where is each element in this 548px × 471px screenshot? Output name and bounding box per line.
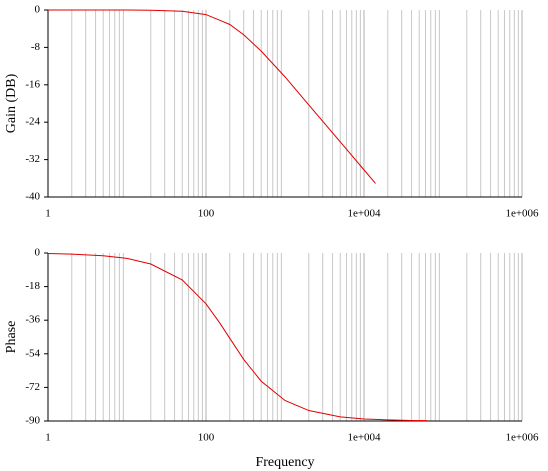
x-tick-label: 100 (198, 432, 215, 444)
y-tick-label: -72 (25, 381, 40, 393)
y-tick-label: -90 (25, 415, 40, 427)
x-tick-label: 1 (45, 432, 51, 444)
y-axis-label: Gain (DB) (4, 73, 19, 133)
x-tick-label: 1e+006 (505, 432, 539, 444)
gain-curve (48, 9, 376, 184)
x-tick-label: 1e+004 (347, 208, 381, 220)
y-tick-label: -16 (25, 78, 40, 90)
x-tick-label: 1e+004 (347, 432, 381, 444)
y-tick-label: -24 (25, 116, 40, 128)
x-axis-label: Frequency (255, 455, 314, 470)
gain-curve (47, 253, 428, 422)
y-tick-label: -32 (25, 153, 40, 165)
y-tick-label: -36 (25, 314, 40, 326)
y-tick-label: 0 (35, 247, 41, 259)
x-tick-label: 1e+006 (505, 208, 539, 220)
y-tick-label: -8 (31, 41, 41, 53)
x-tick-label: 100 (198, 208, 215, 220)
y-axis-label: Phase (4, 321, 19, 354)
y-tick-label: 0 (35, 4, 41, 16)
y-tick-label: -18 (25, 280, 40, 292)
y-tick-label: -40 (25, 191, 40, 203)
x-tick-label: 1 (45, 208, 51, 220)
y-tick-label: -54 (25, 347, 40, 359)
